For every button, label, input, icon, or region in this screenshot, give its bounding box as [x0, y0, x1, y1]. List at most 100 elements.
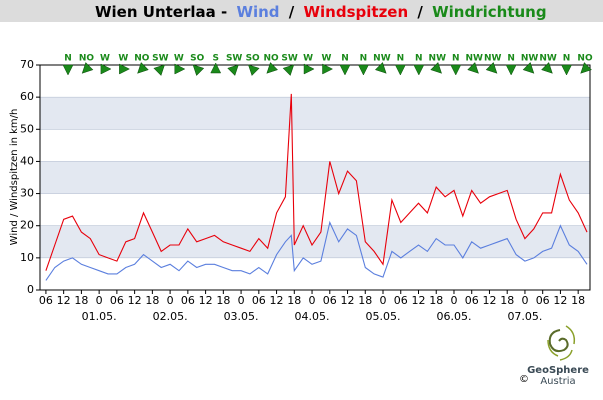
- direction-arrow: [210, 62, 222, 74]
- x-tick-label: 0: [167, 294, 174, 307]
- date-label: 01.05.: [82, 310, 117, 323]
- x-tick-label: 12: [270, 294, 284, 307]
- direction-arrow: [450, 64, 462, 76]
- x-tick-label: 12: [411, 294, 425, 307]
- date-label: 04.05.: [295, 310, 330, 323]
- direction-label: SO: [246, 54, 260, 64]
- direction-label: N: [507, 54, 515, 64]
- y-tick-label: 50: [20, 122, 34, 135]
- logo-sub: Austria: [540, 376, 575, 387]
- date-label: 03.05.: [224, 310, 259, 323]
- direction-arrow: [505, 64, 517, 76]
- direction-label: NW: [465, 54, 483, 64]
- x-tick-label: 18: [216, 294, 230, 307]
- direction-label: NW: [373, 54, 391, 64]
- direction-arrow: [227, 64, 239, 76]
- grid-band: [40, 161, 590, 194]
- direction-arrow: [266, 62, 278, 74]
- direction-label: SW: [152, 54, 168, 64]
- direction-label: NW: [521, 54, 539, 64]
- direction-label: N: [452, 54, 460, 64]
- logo-name: GeoSphere: [527, 365, 589, 376]
- direction-label: W: [100, 54, 110, 64]
- direction-arrow: [467, 62, 479, 74]
- x-tick-label: 0: [96, 294, 103, 307]
- plot-area: [40, 64, 590, 291]
- direction-label: NW: [484, 54, 502, 64]
- direction-arrow: [375, 62, 387, 74]
- date-label: 06.05.: [436, 310, 471, 323]
- direction-arrow: [541, 62, 553, 74]
- date-label: 07.05.: [507, 310, 542, 323]
- title-main: Wien Unterlaa -: [95, 3, 227, 21]
- x-tick-label: 06: [323, 294, 337, 307]
- direction-label: W: [118, 54, 128, 64]
- copyright: ©: [519, 374, 529, 385]
- direction-label: NO: [264, 54, 280, 64]
- direction-label: N: [397, 54, 405, 64]
- direction-arrow: [153, 64, 165, 76]
- logo-icon: [547, 325, 576, 361]
- x-tick-label: 0: [380, 294, 387, 307]
- chart-title: Wien Unterlaa - Wind / Windspitzen / Win…: [95, 3, 547, 21]
- direction-label: NO: [134, 54, 150, 64]
- x-tick-label: 12: [57, 294, 71, 307]
- x-tick-label: 06: [465, 294, 479, 307]
- direction-arrow: [303, 63, 315, 75]
- title-sep: /: [417, 3, 423, 21]
- x-tick-label: 12: [341, 294, 355, 307]
- x-tick-label: 06: [110, 294, 124, 307]
- x-tick-label: 06: [536, 294, 550, 307]
- direction-label: SW: [226, 54, 242, 64]
- direction-label: SO: [190, 54, 204, 64]
- y-axis-label: Wind / Windspitzen in km/h: [9, 109, 20, 246]
- series-line: [45, 220, 588, 281]
- x-tick-label: 18: [74, 294, 88, 307]
- direction-arrow: [522, 62, 535, 74]
- legend-gust: Windspitzen: [304, 3, 409, 21]
- direction-arrow: [137, 62, 149, 74]
- x-tick-label: 12: [482, 294, 496, 307]
- y-tick-label: 70: [20, 58, 34, 71]
- legend-wind: Wind: [236, 3, 279, 21]
- y-tick-label: 40: [20, 154, 34, 167]
- y-tick-label: 30: [20, 187, 34, 200]
- direction-arrow: [358, 64, 369, 76]
- x-tick-label: 12: [553, 294, 567, 307]
- direction-arrow: [413, 64, 425, 76]
- direction-label: N: [415, 54, 423, 64]
- direction-arrow: [192, 64, 205, 76]
- direction-label: NW: [429, 54, 447, 64]
- direction-arrow: [580, 62, 592, 74]
- x-tick-label: 0: [238, 294, 245, 307]
- direction-arrow: [282, 64, 295, 76]
- direction-label: N: [341, 54, 349, 64]
- direction-arrow: [174, 63, 186, 75]
- direction-label: W: [174, 54, 184, 64]
- x-tick-label: 18: [571, 294, 585, 307]
- direction-label: N: [563, 54, 571, 64]
- title-sep: /: [289, 3, 295, 21]
- x-tick-label: 12: [199, 294, 213, 307]
- x-tick-label: 18: [287, 294, 301, 307]
- direction-label: W: [303, 54, 313, 64]
- direction-label: N: [64, 54, 72, 64]
- title-bar: [0, 0, 603, 22]
- x-tick-label: 0: [450, 294, 457, 307]
- grid-band: [40, 225, 590, 258]
- direction-arrow: [322, 63, 334, 75]
- logo-icon: [548, 329, 569, 353]
- direction-arrow: [100, 63, 112, 75]
- series-line: [45, 93, 588, 271]
- direction-arrow: [119, 63, 130, 75]
- y-tick-label: 0: [27, 283, 34, 296]
- x-tick-label: 12: [128, 294, 142, 307]
- direction-label: SW: [281, 54, 297, 64]
- grid-band: [40, 97, 590, 130]
- x-tick-label: 18: [145, 294, 159, 307]
- x-tick-label: 06: [39, 294, 53, 307]
- direction-arrow: [81, 62, 94, 74]
- direction-arrow: [339, 64, 351, 76]
- direction-arrow: [430, 62, 442, 74]
